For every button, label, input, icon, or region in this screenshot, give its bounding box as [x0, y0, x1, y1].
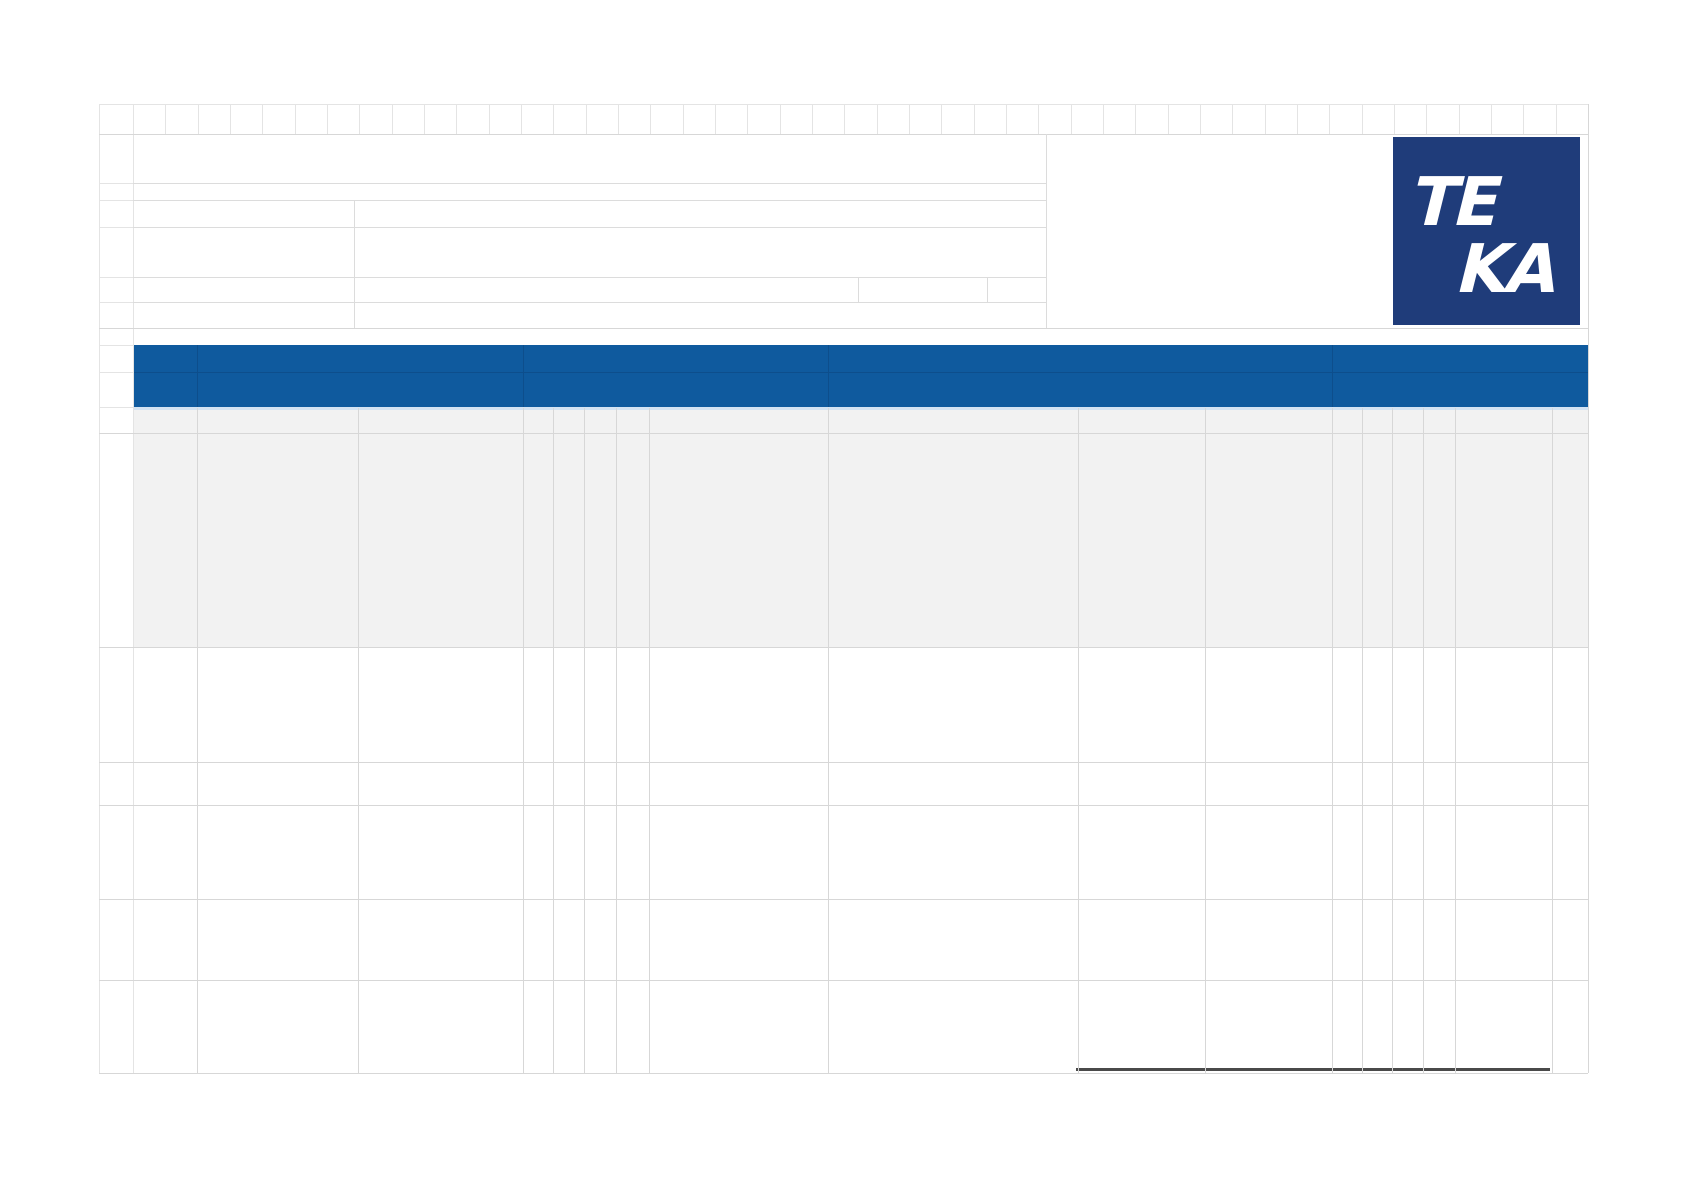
- gridline-vertical: [1556, 104, 1557, 134]
- gridline-vertical: [354, 200, 355, 328]
- gridline-vertical: [424, 104, 425, 134]
- gridline-horizontal: [99, 762, 1588, 763]
- teka-logo: TE KA: [1393, 137, 1580, 325]
- gridline-horizontal: [99, 1073, 1588, 1074]
- bottom-rule: [1076, 1068, 1550, 1071]
- gridline-vertical: [165, 104, 166, 134]
- gridline-horizontal: [99, 345, 133, 346]
- gridline-horizontal: [99, 104, 1588, 105]
- gridline-horizontal: [99, 183, 1046, 184]
- gridline-vertical: [683, 104, 684, 134]
- gridline-horizontal: [99, 183, 133, 184]
- table-header-band-divider: [133, 372, 1588, 373]
- header-underline: [133, 407, 1588, 410]
- gridline-vertical: [1135, 104, 1136, 134]
- gridline-vertical: [1038, 104, 1039, 134]
- gridline-vertical: [1459, 104, 1460, 134]
- gridline-horizontal: [99, 302, 133, 303]
- gridline-vertical: [295, 104, 296, 134]
- gridline-vertical: [1103, 104, 1104, 134]
- gridline-vertical: [1232, 104, 1233, 134]
- gridline-vertical: [1297, 104, 1298, 134]
- gridline-vertical: [1426, 104, 1427, 134]
- gridline-vertical: [618, 104, 619, 134]
- gridline-vertical: [1046, 134, 1047, 328]
- gridline-vertical: [1200, 104, 1201, 134]
- gridline-vertical: [1006, 104, 1007, 134]
- gridline-vertical: [812, 104, 813, 134]
- gridline-vertical: [1362, 104, 1363, 134]
- gridline-vertical: [198, 104, 199, 134]
- gridline-vertical: [359, 104, 360, 134]
- gridline-vertical: [521, 104, 522, 134]
- gridline-horizontal: [99, 227, 1046, 228]
- header-band-column-divider: [1332, 345, 1333, 407]
- gridline-vertical: [715, 104, 716, 134]
- gridline-vertical: [1168, 104, 1169, 134]
- gridline-vertical: [1265, 104, 1266, 134]
- header-band-column-divider: [523, 345, 524, 407]
- gridline-vertical: [650, 104, 651, 134]
- gridline-vertical: [1588, 104, 1589, 1073]
- gridline-vertical: [1523, 104, 1524, 134]
- gridline-vertical: [99, 104, 100, 1073]
- gridline-vertical: [987, 277, 988, 302]
- gridline-horizontal: [99, 277, 1046, 278]
- gridline-horizontal: [99, 899, 1588, 900]
- gridline-vertical: [262, 104, 263, 134]
- gridline-vertical: [392, 104, 393, 134]
- logo-text-te: TE: [1403, 163, 1509, 241]
- gridline-vertical: [747, 104, 748, 134]
- gridline-vertical: [489, 104, 490, 134]
- gridline-horizontal: [99, 980, 1588, 981]
- gridline-vertical: [780, 104, 781, 134]
- gridline-vertical: [1071, 104, 1072, 134]
- gridline-horizontal: [99, 328, 1588, 329]
- gridline-vertical: [877, 104, 878, 134]
- gridline-horizontal: [99, 302, 1046, 303]
- gridline-horizontal: [99, 200, 1046, 201]
- gridline-horizontal: [99, 372, 133, 373]
- gridline-horizontal: [99, 134, 1588, 135]
- gridline-horizontal: [99, 647, 1588, 648]
- gridline-horizontal: [99, 277, 133, 278]
- gridline-horizontal: [99, 227, 133, 228]
- gridline-horizontal: [99, 200, 133, 201]
- gridline-horizontal: [99, 805, 1588, 806]
- gridline-vertical: [974, 104, 975, 134]
- gridline-vertical: [1394, 104, 1395, 134]
- logo-text-ka: KA: [1449, 230, 1567, 308]
- gridline-vertical: [456, 104, 457, 134]
- gridline-vertical: [858, 277, 859, 302]
- gridline-vertical: [909, 104, 910, 134]
- table-header-band: [133, 345, 1588, 407]
- gridline-vertical: [586, 104, 587, 134]
- gridline-vertical: [553, 104, 554, 134]
- gridline-vertical: [230, 104, 231, 134]
- first-row-band: [133, 410, 1588, 647]
- gridline-vertical: [327, 104, 328, 134]
- gridline-vertical: [1491, 104, 1492, 134]
- gridline-vertical: [844, 104, 845, 134]
- gridline-vertical: [1329, 104, 1330, 134]
- gridline-horizontal: [99, 407, 133, 408]
- header-band-column-divider: [197, 345, 198, 407]
- header-band-column-divider: [828, 345, 829, 407]
- gridline-vertical: [941, 104, 942, 134]
